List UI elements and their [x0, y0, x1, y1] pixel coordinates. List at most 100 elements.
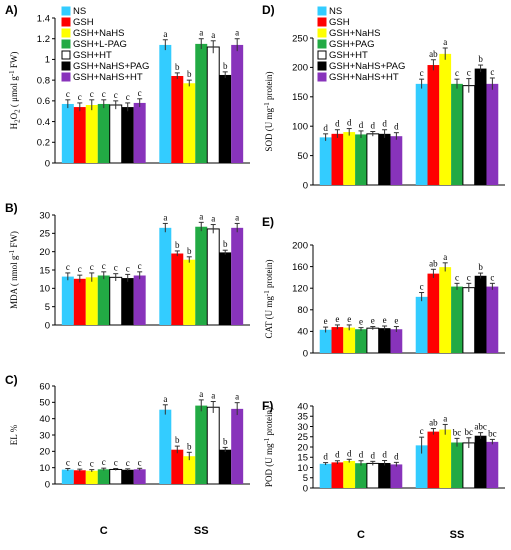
significance-label: e	[371, 316, 375, 326]
legend-swatch	[317, 28, 327, 38]
bar-gsh-l-pag-c	[97, 275, 110, 325]
bar-gsh-nahs-ss	[439, 267, 452, 353]
legend-swatch	[61, 50, 71, 60]
significance-label: e	[383, 315, 387, 325]
bar-gsh-nahs-ss	[183, 259, 196, 325]
significance-label: d	[323, 452, 328, 462]
y-tick-label: 10	[297, 463, 308, 474]
bar-gsh-nahs-ht-c	[133, 469, 146, 484]
bar-ns-c	[319, 329, 332, 353]
significance-label: d	[335, 450, 340, 460]
bar-ns-ss	[159, 409, 172, 484]
significance-label: bc	[465, 427, 474, 437]
significance-label: ab	[429, 418, 438, 428]
bar-gsh-nahs-c	[85, 470, 98, 484]
y-tick-label: 200	[292, 240, 308, 251]
panel-label: D)	[262, 3, 275, 17]
bar-gsh-nahs-ht-ss	[231, 408, 244, 484]
significance-label: b	[478, 262, 483, 272]
bar-gsh-ht-c	[109, 468, 123, 485]
legend-swatch	[61, 61, 71, 71]
y-tick-label: 100	[292, 122, 308, 133]
significance-label: a	[235, 212, 239, 222]
x-category-label: C	[100, 525, 108, 537]
legend-swatch	[61, 17, 71, 27]
legend-swatch	[317, 50, 327, 60]
x-category-label: SS	[450, 529, 465, 541]
bar-ns-c	[61, 469, 74, 484]
bar-gsh-ht-c	[109, 276, 123, 326]
significance-label: c	[90, 262, 94, 272]
bar-gsh-ht-ss	[462, 442, 476, 489]
y-tick-label: 200	[292, 63, 308, 74]
significance-label: c	[114, 90, 118, 100]
y-tick-label: 0.8	[37, 75, 50, 86]
bar-gsh-ht-c	[366, 327, 380, 354]
legend-swatch	[61, 39, 71, 49]
legend-swatch	[317, 39, 327, 49]
bar-gsh-l-pag-c	[97, 469, 110, 484]
significance-label: d	[347, 448, 352, 458]
y-tick-label: 250	[292, 33, 308, 44]
significance-label: abc	[474, 422, 487, 432]
significance-label: a	[235, 28, 239, 38]
bar-gsh-ss	[427, 273, 440, 353]
significance-label: c	[490, 272, 494, 282]
bar-gsh-pag-c	[355, 134, 367, 185]
y-tick-label: 120	[292, 284, 308, 295]
significance-label: c	[66, 262, 70, 272]
bar-gsh-nahs-ht-ss	[231, 227, 244, 325]
bar-gsh-nahs-pag-ss	[474, 68, 487, 185]
legend-swatch	[61, 28, 71, 38]
significance-label: e	[359, 317, 363, 327]
y-tick-label: 0.2	[37, 138, 50, 149]
panel-a: A) 0 0.2 0.4 0.6 0.8 1 1.2 1.4 H2O2 ( μmol g-1 FW…	[5, 3, 250, 169]
significance-label: b	[223, 239, 228, 249]
significance-label: b	[187, 69, 192, 79]
bar-gsh-c	[331, 327, 344, 353]
significance-label: c	[455, 68, 459, 78]
y-axis-label: CAT (U mg-1 protein)	[263, 260, 274, 339]
bar-gsh-nahs-c	[343, 327, 356, 353]
legend-entry: NS	[73, 6, 86, 17]
significance-label: c	[90, 459, 94, 469]
y-tick-label: 10	[39, 463, 50, 474]
bar-gsh-ht-ss	[206, 228, 220, 326]
significance-label: c	[126, 92, 130, 102]
bar-gsh-nahs-ht-ss	[231, 44, 244, 163]
bar-gsh-nahs-ht-c	[390, 329, 403, 353]
bar-gsh-c	[331, 462, 344, 488]
significance-label: d	[359, 120, 364, 130]
legend-entry: GSH+HT	[73, 50, 112, 61]
legend-swatch	[317, 61, 327, 71]
significance-label: b	[175, 62, 180, 72]
significance-label: c	[114, 263, 118, 273]
y-axis-label: H2O2 ( μmol g-1 FW)	[8, 52, 22, 130]
bar-gsh-ht-c	[366, 462, 380, 489]
significance-label: a	[163, 394, 167, 404]
bar-gsh-pag-c	[355, 329, 367, 353]
bar-ns-c	[319, 137, 332, 185]
bar-gsh-nahs-c	[343, 132, 356, 185]
legend-swatch	[61, 6, 71, 16]
significance-label: d	[335, 119, 340, 129]
y-tick-label: 40	[297, 401, 308, 412]
significance-label: a	[199, 389, 203, 399]
significance-label: c	[420, 426, 424, 436]
y-tick-label: 20	[39, 247, 50, 258]
significance-label: d	[371, 120, 376, 130]
significance-label: ab	[429, 49, 438, 59]
y-axis-label: EL %	[9, 424, 19, 445]
significance-label: c	[138, 88, 142, 98]
significance-label: b	[478, 54, 483, 64]
significance-label: a	[199, 28, 203, 38]
bar-gsh-nahs-c	[85, 105, 98, 163]
bar-gsh-pag-ss	[451, 442, 463, 488]
y-tick-label: 50	[297, 151, 308, 162]
significance-label: c	[138, 261, 142, 271]
significance-label: b	[187, 246, 192, 256]
y-tick-label: 0.6	[37, 96, 50, 107]
significance-label: d	[347, 118, 352, 128]
